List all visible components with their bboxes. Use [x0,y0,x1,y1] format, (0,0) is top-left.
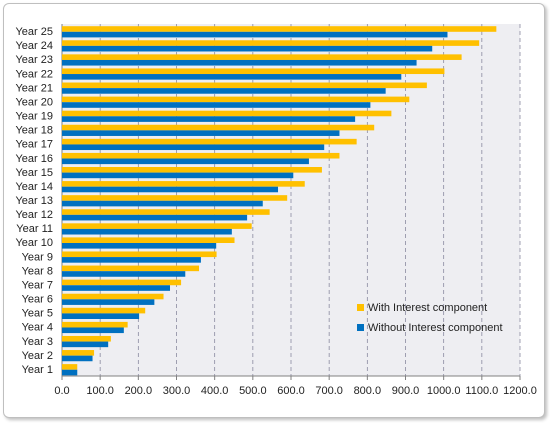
bar-without-interest [62,45,433,52]
y-tick-label: Year 9 [22,251,53,263]
bar-with-interest [62,195,288,201]
y-tick-label: Year 6 [22,294,53,306]
y-tick-label: Year 21 [15,82,53,94]
bar-with-interest [62,167,322,173]
bar-with-interest [62,26,497,32]
bar-with-interest [62,265,200,272]
x-tick-label: 500.0 [239,385,267,397]
bar-with-interest [62,237,235,243]
bar-without-interest [62,116,356,122]
y-tick-label: Year 14 [15,181,53,193]
bar-without-interest [62,285,171,291]
y-tick-label: Year 11 [16,223,53,235]
x-tick-label: 300.0 [163,385,191,397]
y-tick-label: Year 20 [15,96,53,108]
bar-without-interest [62,214,248,221]
x-tick-label: 200.0 [125,385,153,397]
x-tick-label: 400.0 [201,385,229,397]
x-tick-label: 700.0 [315,385,343,397]
bar-without-interest [62,369,78,376]
bar-without-interest [62,144,325,151]
bar-with-interest [62,307,146,314]
x-tick-label: 800.0 [354,385,382,397]
bar-with-interest [62,279,182,286]
bar-without-interest [62,31,448,38]
bar-with-interest [62,124,375,131]
legend-label: Without Interest component [368,322,503,334]
y-tick-label: Year 23 [15,54,53,66]
y-tick-label: Year 19 [15,111,53,123]
y-tick-label: Year 22 [15,68,53,80]
bar-without-interest [62,355,93,362]
legend-swatch [357,324,364,331]
bar-with-interest [62,138,357,145]
y-tick-label: Year 8 [22,265,53,277]
bar-without-interest [62,313,140,319]
bar-without-interest [62,257,201,263]
x-tick-label: 1200.0 [503,385,537,397]
bar-with-interest [62,293,164,300]
y-tick-label: Year 12 [15,209,53,221]
y-tick-label: Year 4 [22,322,53,334]
bar-with-interest [62,335,111,342]
y-tick-label: Year 16 [15,153,53,165]
y-tick-label: Year 3 [22,336,53,348]
bar-without-interest [62,74,402,80]
bar-with-interest [62,96,410,103]
bar-without-interest [62,200,263,207]
bar-without-interest [62,172,294,179]
x-tick-label: 1100.0 [465,385,498,397]
x-tick-label: 0.0 [54,385,69,397]
legend-label: With Interest component [368,302,487,314]
bar-with-interest [62,321,128,328]
y-tick-label: Year 1 [22,364,53,376]
y-tick-label: Year 5 [22,308,53,320]
bar-with-interest [62,110,392,117]
x-tick-label: 900.0 [392,385,420,397]
x-tick-label: 100.0 [86,385,114,397]
bar-without-interest [62,102,371,108]
bar-without-interest [62,130,340,136]
y-tick-label: Year 2 [22,350,53,362]
bar-with-interest [62,54,462,60]
y-tick-label: Year 17 [15,139,53,151]
bar-without-interest [62,158,309,165]
y-tick-label: Year 13 [15,195,53,207]
bar-without-interest [62,88,386,94]
y-tick-label: Year 10 [15,237,53,249]
y-tick-label: Year 24 [15,40,53,52]
y-tick-label: Year 18 [15,125,53,137]
legend-swatch [357,304,364,311]
bar-with-interest [62,209,270,215]
x-tick-label: 1000.0 [427,385,461,397]
bar-with-interest [62,68,445,75]
bar-without-interest [62,186,279,193]
bar-with-interest [62,82,427,89]
bar-with-interest [62,223,252,229]
bar-with-interest [62,350,95,356]
bar-without-interest [62,299,155,305]
x-tick-label: 600.0 [277,385,305,397]
y-tick-label: Year 15 [15,167,53,179]
bar-without-interest [62,228,232,235]
bar-without-interest [62,243,217,249]
bar-without-interest [62,341,109,348]
bar-with-interest [62,364,78,370]
bar-with-interest [62,251,217,258]
bar-with-interest [62,152,340,159]
bar-with-interest [62,181,305,187]
y-tick-label: Year 7 [22,279,53,291]
bar-without-interest [62,327,124,334]
bar-with-interest [62,40,480,46]
y-tick-label: Year 25 [15,26,53,38]
bar-without-interest [62,271,186,277]
bar-without-interest [62,59,417,66]
